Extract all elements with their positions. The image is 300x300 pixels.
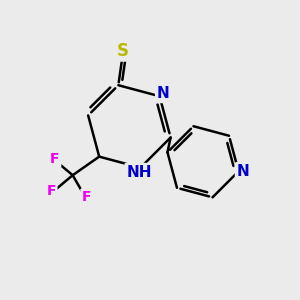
Text: S: S <box>117 42 129 60</box>
Text: N: N <box>157 86 169 101</box>
Text: F: F <box>82 190 92 204</box>
Text: F: F <box>46 184 56 198</box>
Text: NH: NH <box>126 165 152 180</box>
Text: F: F <box>50 152 60 166</box>
Text: N: N <box>237 164 249 179</box>
